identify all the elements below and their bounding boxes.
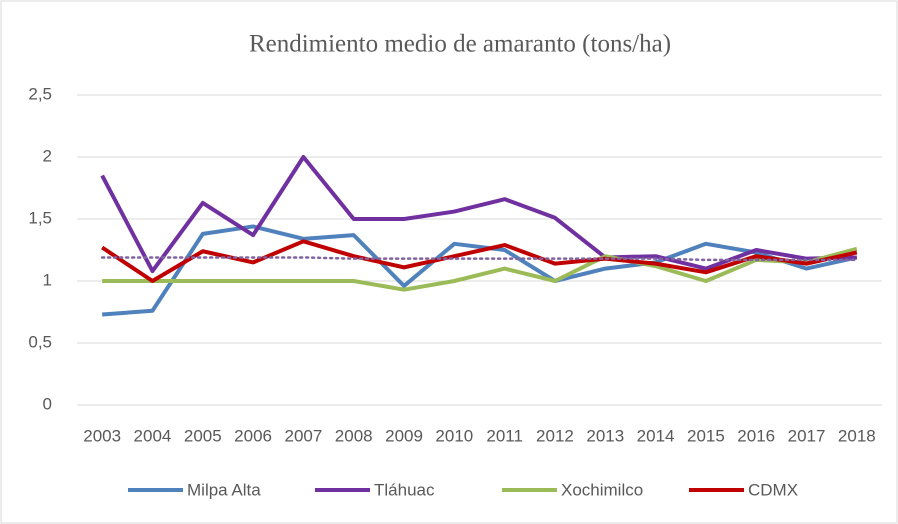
x-tick-label: 2015 <box>687 426 725 445</box>
x-tick-label: 2009 <box>385 426 423 445</box>
y-tick-label: 0 <box>43 394 52 413</box>
y-tick-label: 0,5 <box>28 332 52 351</box>
x-tick-label: 2014 <box>637 426 675 445</box>
trend-line <box>100 256 859 262</box>
x-tick-label: 2016 <box>737 426 775 445</box>
x-tick-label: 2017 <box>788 426 826 445</box>
series-line <box>102 246 858 292</box>
y-tick-label: 1,5 <box>28 208 52 227</box>
x-tick-label: 2003 <box>83 426 121 445</box>
legend-label: Milpa Alta <box>187 480 261 499</box>
x-tick-label: 2012 <box>536 426 574 445</box>
y-tick-label: 2 <box>43 146 52 165</box>
x-tick-label: 2004 <box>134 426 172 445</box>
x-tick-label: 2006 <box>234 426 272 445</box>
chart-title: Rendimiento medio de amaranto (tons/ha) <box>249 31 671 58</box>
x-tick-label: 2005 <box>184 426 222 445</box>
legend-label: Tláhuac <box>374 480 435 499</box>
series-line <box>102 224 858 317</box>
x-tick-label: 2011 <box>486 426 523 445</box>
legend-label: Xochimilco <box>561 480 643 499</box>
x-tick-label: 2008 <box>335 426 373 445</box>
x-tick-label: 2007 <box>284 426 322 445</box>
y-tick-label: 2,5 <box>28 84 52 103</box>
x-tick-label: 2018 <box>838 426 876 445</box>
x-tick-label: 2010 <box>435 426 473 445</box>
y-tick-label: 1 <box>43 270 52 289</box>
legend-label: CDMX <box>748 480 798 499</box>
x-tick-label: 2013 <box>586 426 624 445</box>
